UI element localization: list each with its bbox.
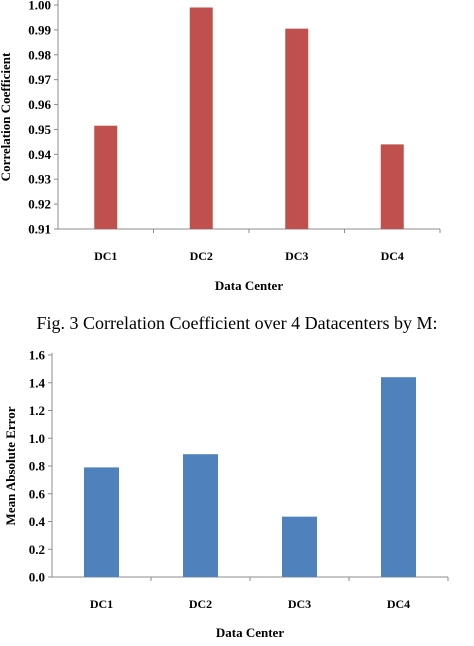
bar-dc4 xyxy=(381,377,416,577)
y-tick-label: 0.98 xyxy=(28,47,51,62)
y-tick-label: 0.99 xyxy=(28,22,51,37)
x-tick-label: DC2 xyxy=(190,249,213,263)
x-tick-label: DC4 xyxy=(381,249,404,263)
bar-dc3 xyxy=(285,28,309,230)
x-axis-label: Data Center xyxy=(215,278,283,293)
y-tick-label: 0.92 xyxy=(28,197,51,212)
bar-dc2 xyxy=(189,7,213,229)
x-tick-label: DC4 xyxy=(387,597,410,611)
y-axis-label: Correlation Coefficient xyxy=(0,52,13,181)
y-tick-label: 1.00 xyxy=(28,0,51,13)
y-tick-label: 0.91 xyxy=(28,222,51,237)
x-tick-label: DC1 xyxy=(90,597,113,611)
x-tick-label: DC3 xyxy=(285,249,308,263)
x-tick-label: DC2 xyxy=(189,597,212,611)
y-tick-label: 0.95 xyxy=(28,122,51,137)
y-tick-label: 0.96 xyxy=(28,97,51,112)
y-tick-label: 0.4 xyxy=(29,514,46,529)
y-tick-label: 1.4 xyxy=(29,375,46,390)
y-axis-label: Mean Absolute Error xyxy=(3,406,18,525)
y-tick-label: 0.6 xyxy=(29,486,46,501)
y-tick-label: 1.6 xyxy=(29,348,46,363)
bar-dc4 xyxy=(380,144,404,229)
x-tick-label: DC1 xyxy=(94,249,117,263)
y-tick-label: 0.94 xyxy=(28,147,51,162)
y-tick-label: 1.0 xyxy=(29,431,45,446)
y-tick-label: 0.8 xyxy=(29,459,46,474)
x-tick-label: DC3 xyxy=(288,597,311,611)
bar-dc2 xyxy=(183,454,218,577)
y-tick-label: 1.2 xyxy=(29,403,45,418)
bar-dc1 xyxy=(84,467,119,577)
mae-chart: 0.0 0.2 0.4 0.6 0.8 1.0 1.2 1.4 1.6 DC1 DC2 DC3 DC4 D… xyxy=(3,348,449,640)
y-tick-label: 0.0 xyxy=(29,570,45,585)
y-tick-label: 0.97 xyxy=(28,72,51,87)
y-tick-label: 0.93 xyxy=(28,172,51,187)
figure-caption: Fig. 3 Correlation Coefficient over 4 Da… xyxy=(36,313,437,333)
y-tick-label: 0.2 xyxy=(29,542,45,557)
x-axis-label: Data Center xyxy=(216,625,284,640)
bar-dc3 xyxy=(282,516,317,577)
bar-dc1 xyxy=(94,125,118,229)
correlation-chart: 0.91 0.92 0.93 0.94 0.95 0.96 0.97 0.98 0.99 1.00… xyxy=(0,0,441,293)
